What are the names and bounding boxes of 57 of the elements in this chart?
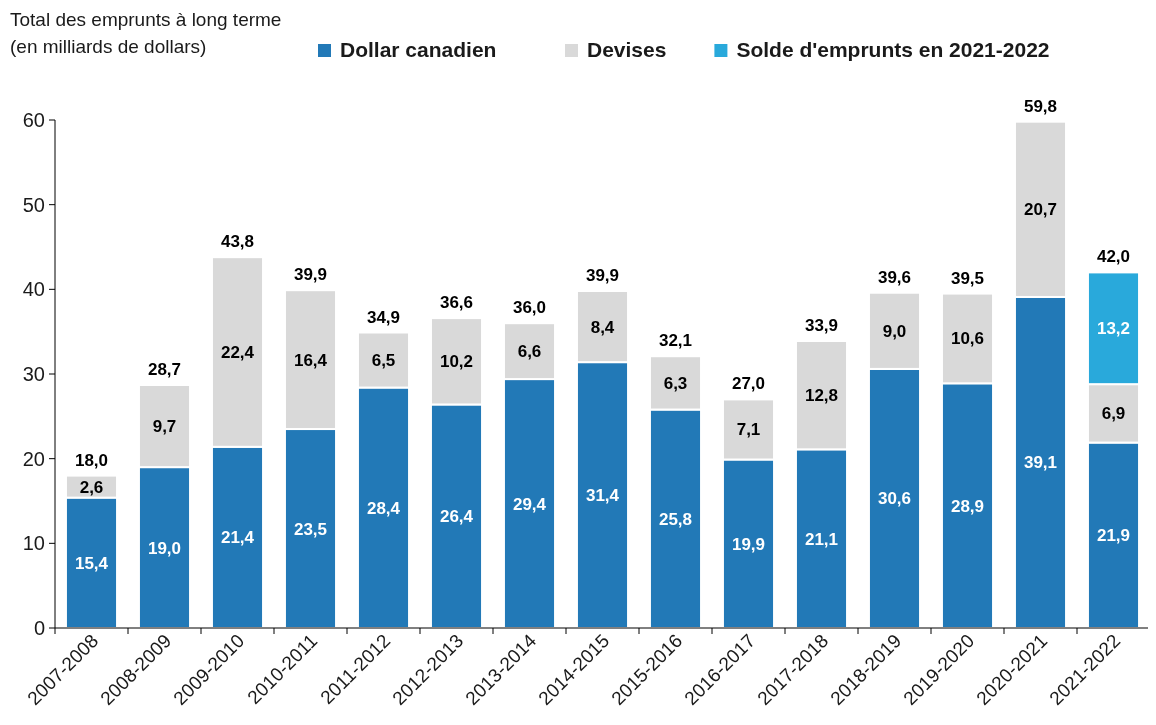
data-label: 12,8 [804,386,839,406]
data-label: 39,1 [1023,453,1058,473]
data-label: 9,7 [152,417,177,437]
data-label: 21,9 [1096,526,1131,546]
total-label: 42,0 [1096,247,1131,267]
data-label: 28,4 [366,498,401,518]
data-label: 19,0 [147,538,182,558]
total-label: 36,0 [512,298,547,318]
data-label: 6,5 [371,351,396,371]
data-label: 19,9 [731,534,766,554]
data-label: 6,9 [1101,404,1126,424]
y-tick-label: 30 [22,363,45,385]
total-label: 39,9 [585,266,620,286]
y-tick-label: 50 [22,193,45,216]
data-label: 26,4 [439,507,474,527]
data-label: 21,4 [220,528,255,548]
data-label: 6,6 [517,342,542,362]
total-label: 33,9 [804,315,839,335]
data-label: 29,4 [512,494,547,514]
data-label: 10,6 [950,329,985,349]
data-label: 13,2 [1096,319,1131,339]
total-label: 39,6 [877,267,912,287]
total-label: 39,5 [950,268,985,288]
data-label: 28,9 [950,496,985,516]
y-tick-label: 40 [22,278,45,301]
data-label: 30,6 [877,489,912,509]
total-label: 18,0 [74,450,109,470]
y-axis-title: Total des emprunts à long terme (en milliards de dollars) [10,9,282,57]
total-label: 34,9 [366,307,401,327]
total-label: 59,8 [1023,96,1058,116]
data-label: 16,4 [293,350,328,370]
data-label: 21,1 [804,529,839,549]
data-label: 31,4 [585,486,620,506]
data-label: 22,4 [220,342,255,362]
total-label: 28,7 [147,360,182,380]
data-label: 20,7 [1023,200,1058,220]
y-tick-label: 0 [33,617,45,639]
data-label: 6,3 [663,373,688,393]
data-label: 25,8 [658,509,693,529]
total-label: 32,1 [658,331,693,351]
total-label: 36,6 [439,293,474,313]
data-label: 10,2 [439,352,474,372]
data-label: 7,1 [736,420,761,440]
total-label: 39,9 [293,265,328,285]
data-label: 23,5 [293,519,328,539]
data-label: 15,4 [74,553,109,573]
legend-label: Dollar canadien [340,38,497,61]
total-label: 27,0 [731,374,766,394]
y-tick-label: 60 [22,109,45,131]
data-label: 8,4 [590,317,615,337]
data-label: 2,6 [79,477,104,497]
y-tick-label: 10 [22,532,45,555]
data-label: 9,0 [882,321,907,341]
legend-label: Devises [587,38,667,61]
y-tick-label: 20 [22,447,45,470]
total-label: 43,8 [220,232,255,252]
legend-label: Solde d'emprunts en 2021-2022 [736,38,1050,61]
